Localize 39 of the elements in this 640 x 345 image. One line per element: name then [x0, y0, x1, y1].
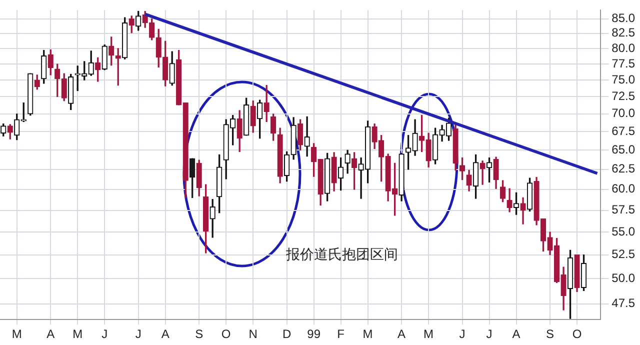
y-tick-label: 75.0 — [612, 72, 636, 86]
y-tick-label: 57.5 — [612, 202, 636, 217]
x-tick-label: J — [459, 327, 466, 342]
y-tick-label: 65.0 — [612, 142, 636, 157]
x-tick-label: O — [221, 327, 231, 342]
y-tick-label: 67.5 — [612, 124, 636, 138]
y-tick-label: 82.5 — [612, 26, 636, 40]
candlestick — [264, 85, 270, 122]
y-tick-label: 60.0 — [612, 182, 636, 196]
x-tick-label: M — [12, 327, 22, 342]
x-tick-label: D — [282, 327, 292, 342]
x-tick-label: S — [195, 327, 204, 342]
y-tick-label: 77.5 — [612, 56, 636, 70]
candlestick — [480, 160, 486, 185]
x-tick-label: F — [337, 327, 344, 342]
x-tick-label: 99 — [307, 327, 321, 342]
x-tick-label: A — [398, 327, 406, 342]
x-tick-label: M — [362, 327, 373, 342]
x-tick-label: J — [486, 327, 492, 342]
x-tick-label: A — [46, 327, 55, 342]
y-tick-label: 62.5 — [612, 162, 636, 176]
y-tick-label: 70.0 — [612, 106, 636, 120]
y-tick-label: 47.5 — [612, 296, 636, 310]
x-tick-label: O — [572, 327, 582, 342]
y-tick-label: 85.0 — [612, 11, 636, 26]
x-tick-label: J — [102, 327, 108, 342]
y-tick-label: 55.0 — [612, 224, 636, 238]
x-tick-label: M — [72, 327, 83, 342]
y-tick-label: 72.5 — [612, 89, 636, 104]
x-tick-label: A — [512, 327, 520, 342]
x-tick-label: S — [546, 327, 554, 342]
x-tick-label: J — [135, 327, 142, 342]
annotation: 报价道氏抱团区间 — [285, 246, 398, 263]
x-tick-label: A — [161, 327, 170, 342]
x-tick-label: M — [424, 327, 434, 342]
y-tick-label: 80.0 — [612, 40, 636, 55]
y-tick-label: 52.5 — [612, 247, 636, 262]
y-tick-label: 50.0 — [612, 271, 636, 286]
x-tick-label: N — [248, 327, 258, 342]
